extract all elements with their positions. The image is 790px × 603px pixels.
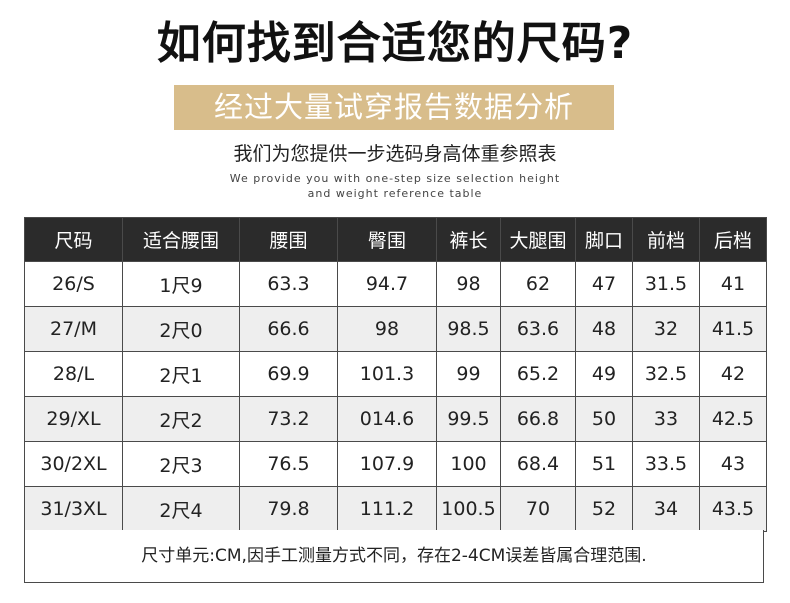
table-row: 30/2XL 2尺3 76.5 107.9 100 68.4 51 33.5 4… bbox=[24, 441, 767, 487]
table-cell: 63.3 bbox=[239, 261, 338, 307]
table-cell: 43 bbox=[699, 441, 767, 487]
table-cell: 66.8 bbox=[500, 396, 576, 442]
table-row: 31/3XL 2尺4 79.8 111.2 100.5 70 52 34 43.… bbox=[24, 486, 767, 532]
table-cell: 70 bbox=[500, 486, 576, 532]
table-row: 29/XL 2尺2 73.2 014.6 99.5 66.8 50 33 42.… bbox=[24, 396, 767, 442]
table-cell: 31/3XL bbox=[24, 486, 123, 532]
table-cell: 65.2 bbox=[500, 351, 576, 397]
table-cell: 68.4 bbox=[500, 441, 576, 487]
subtitle-english-line-2: and weight reference table bbox=[307, 187, 483, 200]
table-cell: 63.6 bbox=[500, 306, 576, 352]
table-cell: 76.5 bbox=[239, 441, 338, 487]
table-cell: 41 bbox=[699, 261, 767, 307]
table-cell: 42.5 bbox=[699, 396, 767, 442]
table-cell: 1尺9 bbox=[122, 261, 240, 307]
table-cell: 33 bbox=[632, 396, 700, 442]
subtitle: 我们为您提供一步选码身高体重参照表 bbox=[233, 143, 557, 165]
table-cell: 014.6 bbox=[337, 396, 437, 442]
header-back-rise: 后档 bbox=[699, 217, 767, 262]
table-cell: 51 bbox=[575, 441, 633, 487]
table-cell: 2尺2 bbox=[122, 396, 240, 442]
table-cell: 33.5 bbox=[632, 441, 700, 487]
table-cell: 47 bbox=[575, 261, 633, 307]
header-waist: 腰围 bbox=[239, 217, 338, 262]
table-cell: 32 bbox=[632, 306, 700, 352]
table-cell: 2尺4 bbox=[122, 486, 240, 532]
table-cell: 100 bbox=[436, 441, 501, 487]
banner: 经过大量试穿报告数据分析 bbox=[174, 85, 614, 130]
table-cell: 79.8 bbox=[239, 486, 338, 532]
table-cell: 42 bbox=[699, 351, 767, 397]
table-row: 27/M 2尺0 66.6 98 98.5 63.6 48 32 41.5 bbox=[24, 306, 767, 352]
table-cell: 34 bbox=[632, 486, 700, 532]
header-fit-waist: 适合腰围 bbox=[122, 217, 240, 262]
table-cell: 26/S bbox=[24, 261, 123, 307]
measurement-note: 尺寸单元:CM,因手工测量方式不同，存在2-4CM误差皆属合理范围. bbox=[24, 530, 764, 583]
table-cell: 101.3 bbox=[337, 351, 437, 397]
table-cell: 99.5 bbox=[436, 396, 501, 442]
size-table: 尺码 适合腰围 腰围 臀围 裤长 大腿围 脚口 前档 后档 26/S 1尺9 6… bbox=[24, 217, 767, 532]
header-length: 裤长 bbox=[436, 217, 501, 262]
table-cell: 31.5 bbox=[632, 261, 700, 307]
table-cell: 2尺0 bbox=[122, 306, 240, 352]
header-front-rise: 前档 bbox=[632, 217, 700, 262]
table-cell: 32.5 bbox=[632, 351, 700, 397]
table-cell: 100.5 bbox=[436, 486, 501, 532]
table-cell: 28/L bbox=[24, 351, 123, 397]
table-cell: 99 bbox=[436, 351, 501, 397]
table-cell: 48 bbox=[575, 306, 633, 352]
header-hip: 臀围 bbox=[337, 217, 437, 262]
page-title: 如何找到合适您的尺码? bbox=[156, 18, 634, 69]
table-cell: 41.5 bbox=[699, 306, 767, 352]
subtitle-english-line-1: We provide you with one-step size select… bbox=[229, 172, 561, 185]
table-cell: 49 bbox=[575, 351, 633, 397]
table-cell: 94.7 bbox=[337, 261, 437, 307]
table-cell: 107.9 bbox=[337, 441, 437, 487]
table-cell: 98 bbox=[337, 306, 437, 352]
table-cell: 27/M bbox=[24, 306, 123, 352]
table-cell: 52 bbox=[575, 486, 633, 532]
table-cell: 29/XL bbox=[24, 396, 123, 442]
table-cell: 98.5 bbox=[436, 306, 501, 352]
table-cell: 43.5 bbox=[699, 486, 767, 532]
table-cell: 73.2 bbox=[239, 396, 338, 442]
table-cell: 30/2XL bbox=[24, 441, 123, 487]
header-size: 尺码 bbox=[24, 217, 123, 262]
header-leg-opening: 脚口 bbox=[575, 217, 633, 262]
table-row: 28/L 2尺1 69.9 101.3 99 65.2 49 32.5 42 bbox=[24, 351, 767, 397]
table-cell: 2尺3 bbox=[122, 441, 240, 487]
table-cell: 2尺1 bbox=[122, 351, 240, 397]
table-cell: 66.6 bbox=[239, 306, 338, 352]
table-cell: 111.2 bbox=[337, 486, 437, 532]
table-cell: 69.9 bbox=[239, 351, 338, 397]
table-cell: 98 bbox=[436, 261, 501, 307]
table-cell: 62 bbox=[500, 261, 576, 307]
table-cell: 50 bbox=[575, 396, 633, 442]
table-header-row: 尺码 适合腰围 腰围 臀围 裤长 大腿围 脚口 前档 后档 bbox=[24, 217, 767, 262]
header-thigh: 大腿围 bbox=[500, 217, 576, 262]
table-row: 26/S 1尺9 63.3 94.7 98 62 47 31.5 41 bbox=[24, 261, 767, 307]
